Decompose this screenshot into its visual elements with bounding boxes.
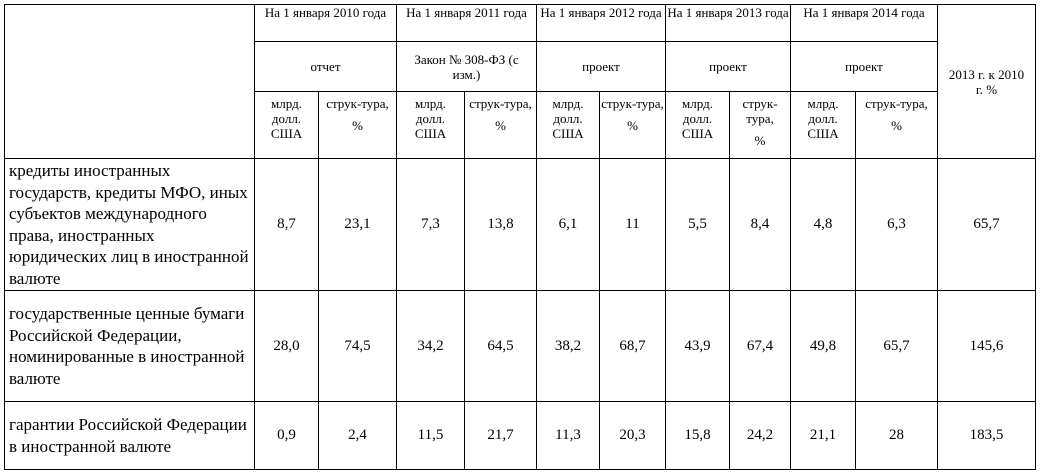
value-cell: 7,3 [396, 158, 465, 291]
share-cell: 13,8 [464, 158, 537, 291]
period-date-header: На 1 января 2014 года [790, 4, 938, 42]
share-cell: 28 [855, 401, 938, 470]
share-cell: 67,4 [729, 290, 791, 402]
unit-share-header: струк-тура,% [729, 91, 791, 159]
share-cell: 68,7 [599, 290, 666, 402]
value-cell: 28,0 [254, 290, 319, 402]
period-kind-header: проект [536, 41, 666, 92]
value-cell: 49,8 [790, 290, 856, 402]
value-cell: 0,9 [254, 401, 319, 470]
period-date-header: На 1 января 2012 года [536, 4, 666, 42]
ratio-header: 2013 г. к 2010 г. % [937, 4, 1036, 159]
unit-value-header: млрд. долл. США [790, 91, 856, 159]
share-cell: 64,5 [464, 290, 537, 402]
header-empty-cell [4, 4, 255, 159]
table-row: гарантии Российской Федерации в иностран… [4, 401, 1036, 470]
value-cell: 15,8 [665, 401, 730, 470]
share-cell: 23,1 [318, 158, 397, 291]
share-cell: 20,3 [599, 401, 666, 470]
value-cell: 11,5 [396, 401, 465, 470]
value-cell: 38,2 [536, 290, 600, 402]
unit-value-header: млрд. долл. США [665, 91, 730, 159]
period-date-header: На 1 января 2011 года [396, 4, 537, 42]
value-cell: 11,3 [536, 401, 600, 470]
period-kind-header: Закон № 308-ФЗ (с изм.) [396, 41, 537, 92]
share-cell: 65,7 [855, 290, 938, 402]
unit-share-header: струк-тура,% [855, 91, 938, 159]
value-cell: 21,1 [790, 401, 856, 470]
share-cell: 6,3 [855, 158, 938, 291]
ratio-cell: 145,6 [937, 290, 1036, 402]
unit-value-header: млрд. долл. США [396, 91, 465, 159]
period-date-header: На 1 января 2013 года [665, 4, 791, 42]
value-cell: 5,5 [665, 158, 730, 291]
period-date-header: На 1 января 2010 года [254, 4, 397, 42]
ratio-cell: 183,5 [937, 401, 1036, 470]
unit-share-header: струк-тура,% [464, 91, 537, 159]
share-cell: 11 [599, 158, 666, 291]
value-cell: 6,1 [536, 158, 600, 291]
unit-share-header: струк-тура,% [599, 91, 666, 159]
unit-value-header: млрд. долл. США [254, 91, 319, 159]
table-row: государственные ценные бумаги Российской… [4, 290, 1036, 402]
value-cell: 43,9 [665, 290, 730, 402]
share-cell: 8,4 [729, 158, 791, 291]
row-label: кредиты иностранных государств, кредиты … [4, 158, 255, 291]
table-row: кредиты иностранных государств, кредиты … [4, 158, 1036, 291]
period-kind-header: отчет [254, 41, 397, 92]
row-label: гарантии Российской Федерации в иностран… [4, 401, 255, 470]
unit-value-header: млрд. долл. США [536, 91, 600, 159]
unit-share-header: струк-тура,% [318, 91, 397, 159]
row-label: государственные ценные бумаги Российской… [4, 290, 255, 402]
value-cell: 34,2 [396, 290, 465, 402]
share-cell: 21,7 [464, 401, 537, 470]
period-kind-header: проект [665, 41, 791, 92]
value-cell: 8,7 [254, 158, 319, 291]
value-cell: 4,8 [790, 158, 856, 291]
ratio-cell: 65,7 [937, 158, 1036, 291]
period-kind-header: проект [790, 41, 938, 92]
share-cell: 74,5 [318, 290, 397, 402]
debt-structure-table: На 1 января 2010 года На 1 января 2011 г… [4, 4, 1036, 470]
share-cell: 2,4 [318, 401, 397, 470]
share-cell: 24,2 [729, 401, 791, 470]
